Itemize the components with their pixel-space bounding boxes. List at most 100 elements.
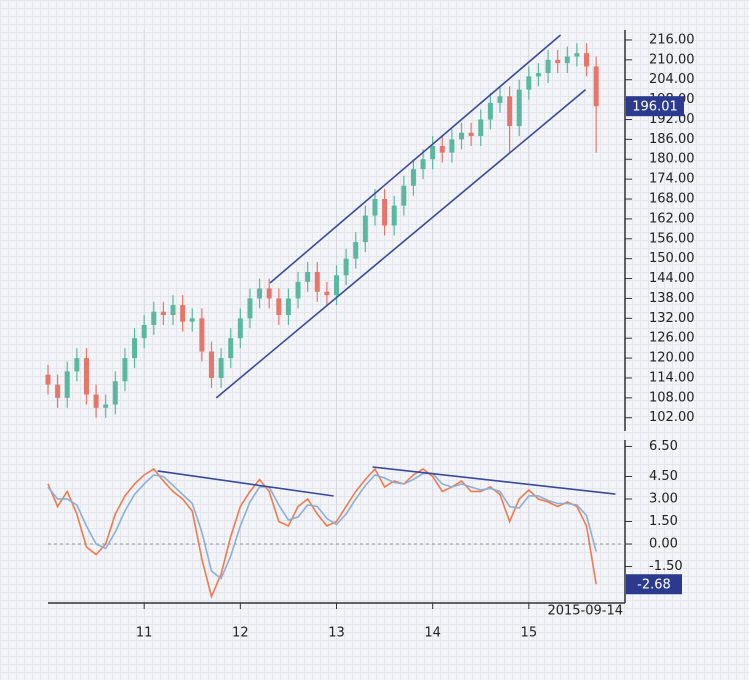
series-line [47, 467, 597, 600]
y-tick-label: 216.00 [649, 32, 695, 47]
series-line [47, 472, 597, 580]
last-value-label: 196.01 [632, 100, 678, 115]
x-tick-label: 11 [136, 626, 153, 641]
candle-body [324, 291, 330, 296]
x-tick-label: 13 [328, 626, 345, 641]
candle-body [132, 338, 138, 359]
last-date-label: 2015-09-14 [547, 604, 623, 619]
y-tick-label: 210.00 [649, 52, 695, 67]
candle-body [516, 89, 522, 127]
y-tick-label: 180.00 [649, 152, 695, 167]
y-tick-label: 144.00 [649, 271, 695, 286]
y-tick-label: 204.00 [649, 72, 695, 87]
candle-body [74, 358, 80, 372]
y-tick-label: 132.00 [649, 311, 695, 326]
y-tick-label: 0.00 [649, 537, 678, 552]
candle-body [391, 205, 397, 226]
last-value-box [626, 574, 682, 595]
candle-body [295, 281, 301, 299]
y-tick-label: 3.00 [649, 491, 678, 506]
candle-body [257, 288, 263, 299]
candle-body [535, 73, 541, 77]
last-value-box [626, 96, 684, 117]
candle-body [526, 76, 532, 90]
y-tick-label: -1.50 [649, 559, 683, 574]
y-tick-label: 174.00 [649, 172, 695, 187]
candle-body [180, 305, 186, 322]
x-tick-label: 15 [521, 626, 538, 641]
candle-body [208, 351, 214, 378]
candle-body [228, 338, 234, 359]
candle-body [430, 145, 436, 160]
candle-body [160, 311, 166, 316]
candle-body [401, 185, 407, 206]
y-tick-label: 102.00 [649, 410, 695, 425]
x-tick-label: 14 [424, 626, 441, 641]
candle-body [93, 394, 99, 408]
y-tick-label: 1.50 [649, 514, 678, 529]
y-tick-label: 150.00 [649, 251, 695, 266]
candle-body [555, 59, 561, 64]
y-tick-label: 6.50 [649, 439, 678, 454]
candle-body [545, 59, 551, 74]
candle-body [151, 311, 157, 325]
candle-body [343, 258, 349, 276]
candle-body [334, 275, 339, 296]
candle-body [362, 215, 368, 243]
candle-body [478, 119, 484, 137]
candle-body [112, 381, 118, 405]
candle-body [574, 53, 580, 57]
candle-body [410, 169, 416, 186]
candle-body [314, 271, 320, 292]
candle-body [218, 358, 224, 378]
candle-body [449, 139, 455, 153]
candle-body [83, 358, 89, 395]
candle-body [285, 298, 291, 316]
candle-body [459, 132, 465, 140]
y-tick-label: 120.00 [649, 351, 695, 366]
candle-body [439, 145, 445, 153]
candle-body [584, 53, 590, 67]
y-tick-label: 108.00 [649, 390, 695, 405]
y-tick-label: 126.00 [649, 331, 695, 346]
y-tick-label: 114.00 [649, 370, 695, 385]
candle-body [305, 271, 311, 282]
candle-body [64, 371, 70, 398]
trend-line [269, 34, 562, 284]
candle-body [266, 288, 272, 299]
y-tick-label: 4.50 [649, 469, 678, 484]
candle-body [122, 358, 128, 382]
trend-line [372, 466, 616, 495]
last-value-label: -2.68 [637, 578, 671, 593]
candle-body [353, 242, 359, 259]
x-tick-label: 12 [232, 626, 249, 641]
candle-body [507, 96, 513, 127]
candle-body [199, 318, 205, 352]
trend-line [215, 89, 587, 399]
candle-body [382, 199, 388, 226]
candle-body [372, 199, 378, 216]
y-tick-label: 168.00 [649, 192, 695, 207]
y-tick-label: 138.00 [649, 291, 695, 306]
trend-line [157, 470, 334, 497]
candle-body [593, 66, 599, 107]
candle-body [420, 159, 426, 170]
candle-body [247, 298, 253, 319]
candle-body [103, 404, 109, 408]
candle-body [45, 374, 51, 385]
candle-body [189, 318, 195, 322]
candle-body [487, 102, 493, 120]
candle-body [468, 132, 474, 137]
candle-body [141, 324, 147, 339]
y-tick-label: 186.00 [649, 132, 695, 147]
candle-body [237, 318, 243, 339]
candle-body [170, 305, 176, 316]
y-tick-label: 162.00 [649, 211, 695, 226]
candle-body [55, 384, 61, 398]
candle-body [497, 96, 503, 103]
y-tick-label: 156.00 [649, 231, 695, 246]
candle-body [276, 298, 282, 316]
candle-body [564, 56, 570, 64]
